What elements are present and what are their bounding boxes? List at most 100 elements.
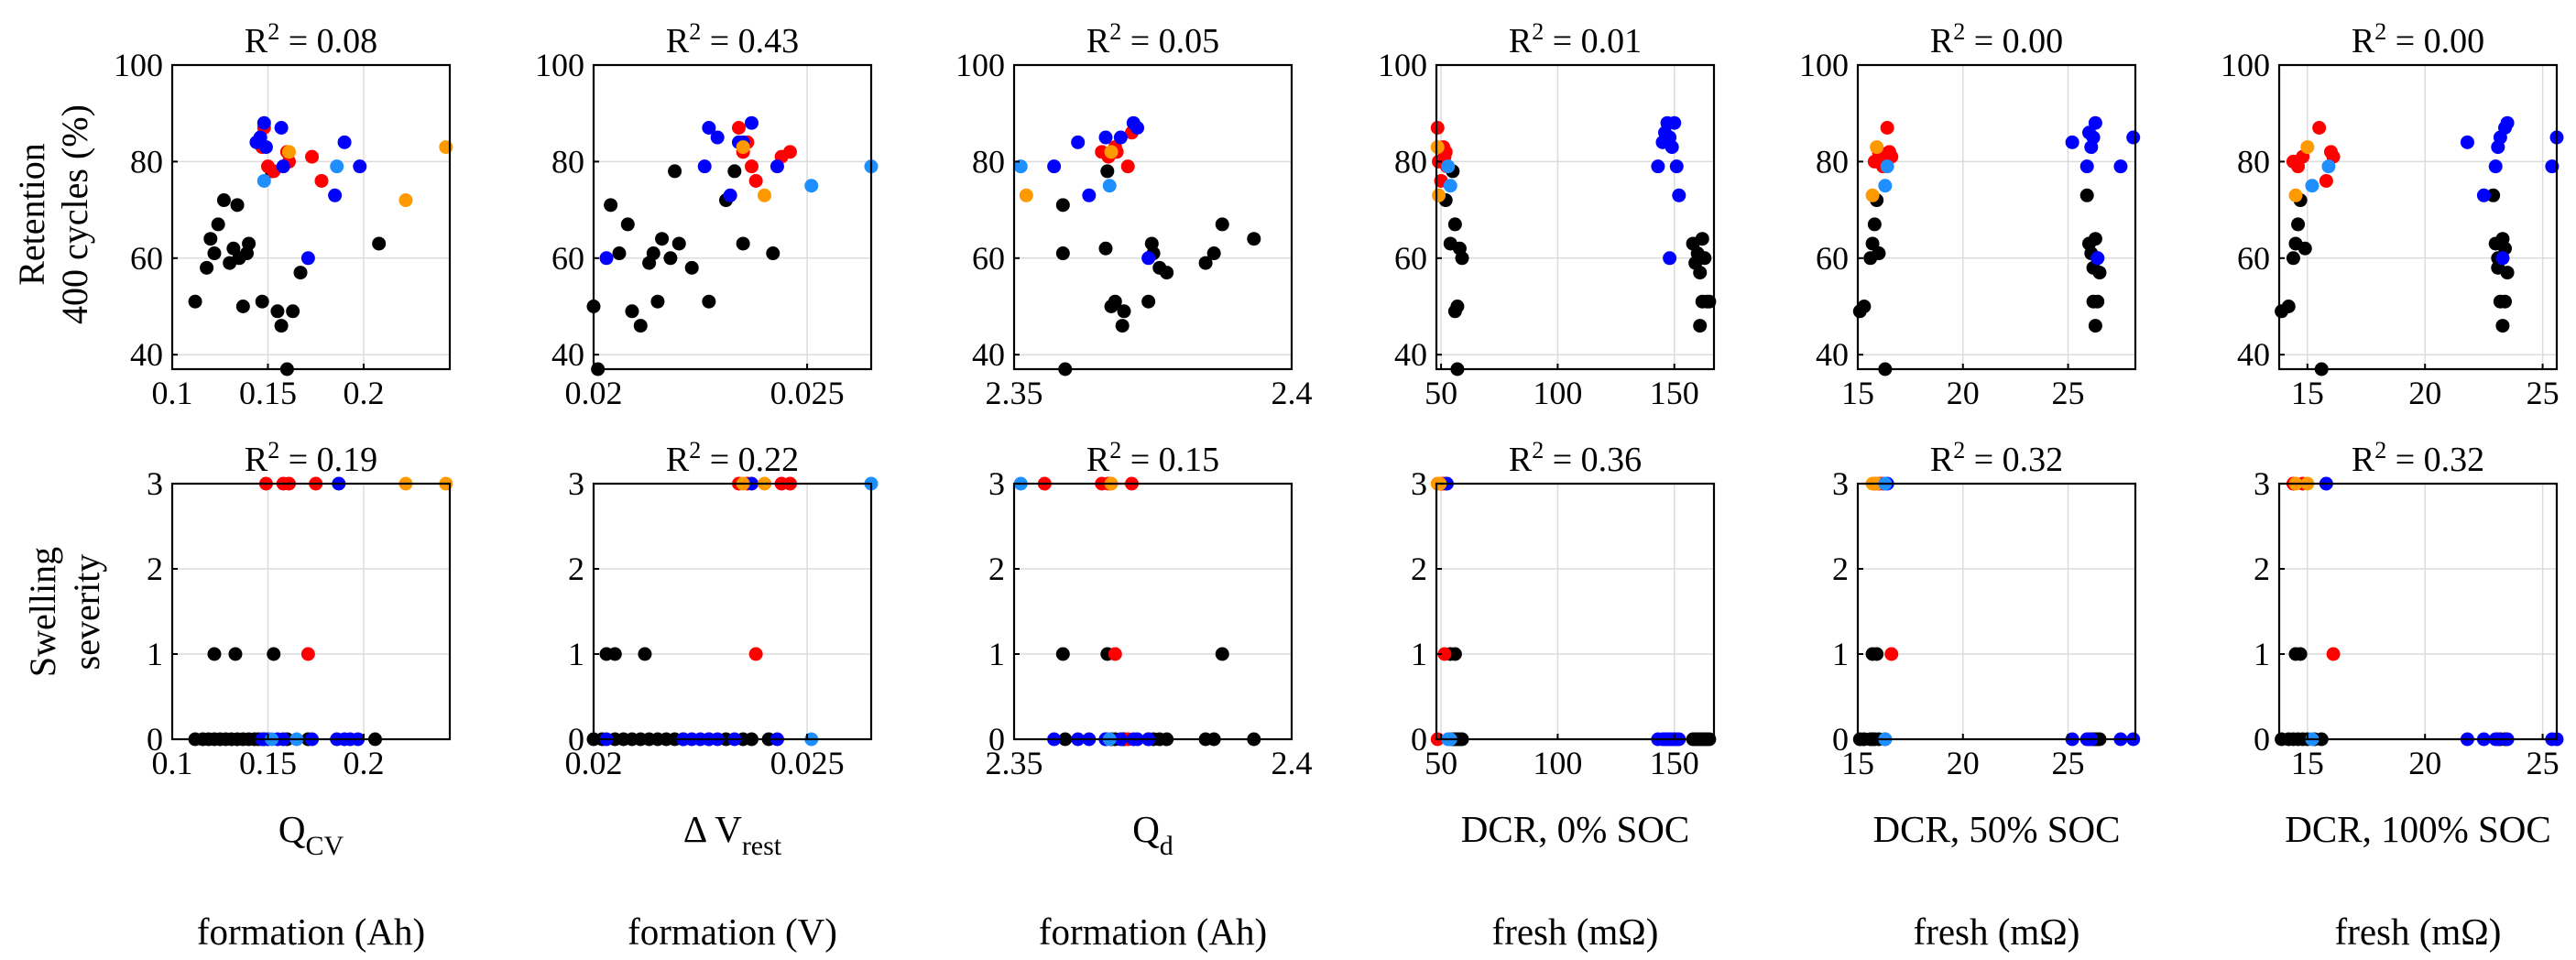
data-point-black: [1697, 251, 1712, 266]
data-point-black: [650, 294, 665, 309]
data-point-black: [1206, 246, 1221, 261]
data-point-black: [2293, 647, 2308, 661]
x-tick-label: 150: [1650, 745, 1699, 781]
x-tick-label: 0.02: [565, 375, 623, 411]
data-point-blue: [2079, 159, 2094, 174]
data-point-black: [1198, 256, 1213, 270]
data-point-black: [2088, 319, 2102, 333]
data-point-orange: [736, 140, 750, 155]
data-point-black: [242, 236, 257, 251]
data-point-lightblue: [1880, 159, 1894, 174]
data-point-black: [255, 294, 269, 309]
y-tick-label: 1: [2254, 636, 2270, 672]
y-tick-label: 40: [2237, 336, 2270, 373]
x-tick-label: 0.2: [343, 745, 384, 781]
data-point-red: [748, 173, 763, 188]
x-tick-label: 100: [1533, 375, 1582, 411]
xlabel-line2: formation (Ah): [197, 911, 425, 953]
y-tick-label: 0: [568, 721, 584, 758]
xlabel-line1: DCR, 100% SOC: [2285, 808, 2550, 850]
data-point-black: [235, 299, 250, 313]
data-point-black: [1098, 241, 1113, 256]
y-tick-label: 60: [551, 240, 584, 277]
xlabel-line2: fresh (mΩ): [1492, 911, 1659, 953]
data-point-black: [2281, 299, 2296, 313]
data-point-black: [1867, 217, 1882, 232]
data-point-blue: [1141, 251, 1156, 266]
x-tick-label: 20: [1947, 375, 1980, 411]
data-point-blue: [1651, 159, 1665, 174]
y-tick-label: 2: [988, 551, 1005, 587]
data-point-lightblue: [330, 159, 344, 174]
data-point-red: [1884, 647, 1899, 661]
y-tick-label: 1: [568, 636, 584, 672]
y-tick-label: 80: [1816, 143, 1849, 180]
data-point-black: [1215, 647, 1229, 661]
data-point-blue: [710, 130, 725, 145]
data-point-black: [1693, 266, 1708, 280]
data-point-black: [607, 647, 622, 661]
data-point-black: [228, 647, 243, 661]
data-point-blue: [1667, 115, 1682, 130]
y-tick-label: 1: [1411, 636, 1427, 672]
data-point-orange: [1430, 140, 1445, 155]
data-point-blue: [337, 135, 352, 149]
data-point-black: [207, 246, 222, 261]
data-point-orange: [2300, 140, 2315, 155]
data-point-red: [731, 121, 746, 136]
y-tick-label: 2: [568, 551, 584, 587]
data-point-black: [604, 198, 618, 213]
y-tick-label: 100: [114, 47, 163, 83]
r-squared-title: R2 = 0.22: [666, 437, 799, 479]
data-point-black: [625, 304, 639, 319]
y-tick-label: 2: [147, 551, 163, 587]
data-point-blue: [1663, 251, 1677, 266]
ylabel-swelling-line2: severity: [66, 554, 107, 671]
x-tick-label: 0.025: [770, 745, 845, 781]
r-squared-title: R2 = 0.15: [1086, 437, 1219, 479]
y-tick-label: 40: [551, 336, 584, 373]
data-point-black: [2500, 266, 2515, 280]
data-point-black: [1117, 304, 1131, 319]
r-squared-title: R2 = 0.43: [666, 18, 799, 60]
data-point-black: [1702, 294, 1717, 309]
x-tick-label: 2.35: [986, 375, 1043, 411]
data-point-black: [2291, 217, 2306, 232]
data-point-red: [748, 647, 763, 661]
axes-frame: [2277, 63, 2559, 371]
axes-frame: [592, 482, 873, 741]
data-point-black: [1450, 299, 1465, 313]
data-point-orange: [2288, 188, 2303, 202]
r-squared-title: R2 = 0.19: [245, 437, 377, 479]
y-tick-label: 60: [1816, 240, 1849, 277]
x-tick-label: 0.15: [239, 745, 297, 781]
data-point-black: [267, 647, 281, 661]
data-point-blue: [1130, 121, 1145, 136]
data-point-blue: [258, 140, 273, 155]
y-tick-label: 80: [551, 143, 584, 180]
y-tick-label: 0: [988, 721, 1005, 758]
xlabel-line1: Qd: [1132, 808, 1173, 861]
y-tick-label: 100: [1378, 47, 1427, 83]
x-tick-label: 0.025: [770, 375, 845, 411]
xlabel-line1: Δ Vrest: [683, 808, 782, 861]
y-tick-label: 100: [955, 47, 1005, 83]
data-point-blue: [2476, 188, 2491, 202]
data-point-black: [1447, 647, 1462, 661]
data-point-black: [663, 251, 678, 266]
xlabel-line1: QCV: [278, 808, 344, 861]
data-point-black: [727, 164, 742, 179]
r-squared-title: R2 = 0.00: [1930, 18, 2063, 60]
data-point-black: [211, 217, 225, 232]
data-point-black: [1108, 294, 1122, 309]
data-point-red: [782, 145, 797, 159]
data-point-black: [1870, 647, 1884, 661]
data-point-black: [1215, 217, 1229, 232]
data-point-lightblue: [2321, 159, 2336, 174]
data-point-black: [646, 246, 660, 261]
x-tick-label: 2.4: [1272, 745, 1313, 781]
data-point-black: [1455, 251, 1469, 266]
data-point-black: [1055, 647, 1070, 661]
data-point-blue: [1047, 159, 1062, 174]
y-tick-label: 80: [2237, 143, 2270, 180]
